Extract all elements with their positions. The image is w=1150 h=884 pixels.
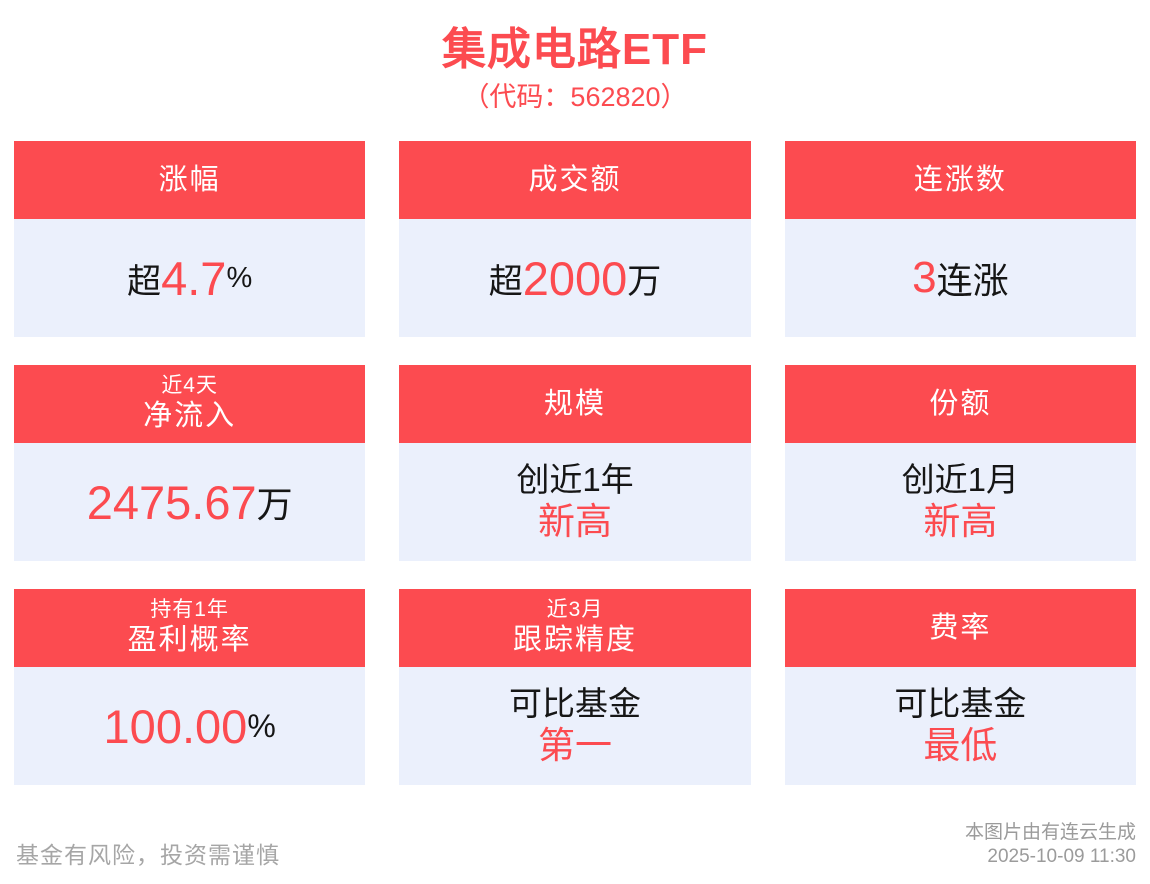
card-tracking-precision: 近3月 跟踪精度 可比基金 第一: [399, 589, 751, 786]
card-consecutive-gains: 连涨数 3 连涨: [784, 141, 1136, 338]
card-turnover-value: 超 2000 万: [399, 219, 751, 338]
value-line2: 新高: [923, 500, 998, 542]
value-suffix: 万: [256, 484, 293, 526]
card-net-inflow-value: 2475.67 万: [14, 443, 366, 562]
card-fee-rate-header: 费率: [784, 589, 1136, 668]
card-tracking-precision-value: 可比基金 第一: [399, 667, 751, 786]
card-header-period: 持有1年: [150, 597, 229, 621]
card-header-label: 成交额: [528, 164, 622, 197]
card-fee-rate: 费率 可比基金 最低: [784, 589, 1136, 786]
card-header-period: 近3月: [546, 597, 604, 621]
value-suffix: %: [226, 261, 253, 294]
value-line1: 创近1年: [516, 460, 634, 498]
card-scale-header: 规模: [399, 365, 751, 444]
card-turnover-header: 成交额: [399, 141, 751, 220]
value-suffix: %: [247, 707, 276, 744]
value-main: 4.7: [161, 251, 227, 305]
value-line2: 第一: [537, 724, 612, 766]
card-scale-value: 创近1年 新高: [399, 443, 751, 562]
fund-code-subtitle: （代码：562820）: [462, 81, 688, 112]
generator-credit: 本图片由有连云生成 2025-10-09 11:30: [965, 821, 1136, 870]
card-header-label: 份额: [929, 388, 992, 421]
card-shares-value: 创近1月 新高: [784, 443, 1136, 562]
page-title: 集成电路ETF: [441, 25, 709, 74]
risk-disclaimer: 基金有风险，投资需谨慎: [16, 842, 280, 868]
value-prefix: 超: [488, 262, 523, 301]
value-main: 3: [912, 253, 937, 303]
card-shares: 份额 创近1月 新高: [784, 365, 1136, 562]
card-profit-probability-header: 持有1年 盈利概率: [14, 589, 366, 668]
stats-grid: 涨幅 超 4.7 % 成交额 超 2000 万 连涨数 3 连涨 近4天 净: [14, 141, 1136, 786]
value-line1: 可比基金: [508, 684, 641, 722]
card-net-inflow: 近4天 净流入 2475.67 万: [14, 365, 366, 562]
card-fee-rate-value: 可比基金 最低: [784, 667, 1136, 786]
value-line2: 最低: [923, 724, 998, 766]
card-header-label: 盈利概率: [127, 624, 252, 657]
generator-source: 本图片由有连云生成: [964, 821, 1136, 843]
value-suffix: 连涨: [936, 260, 1009, 302]
value-line1: 可比基金: [894, 684, 1027, 722]
card-change-pct-header: 涨幅: [14, 141, 366, 220]
card-net-inflow-header: 近4天 净流入: [14, 365, 366, 444]
card-profit-probability: 持有1年 盈利概率 100.00 %: [14, 589, 366, 786]
card-header-label: 涨幅: [158, 164, 221, 197]
value-line1: 创近1月: [901, 460, 1019, 498]
generated-timestamp: 2025-10-09 11:30: [987, 846, 1136, 868]
card-turnover: 成交额 超 2000 万: [399, 141, 751, 338]
card-header-label: 跟踪精度: [512, 624, 637, 657]
value-main: 2475.67: [86, 475, 257, 529]
card-consecutive-gains-header: 连涨数: [784, 141, 1136, 220]
card-shares-header: 份额: [784, 365, 1136, 444]
card-change-pct-value: 超 4.7 %: [14, 219, 366, 338]
card-header-label: 费率: [929, 612, 992, 645]
card-scale: 规模 创近1年 新高: [399, 365, 751, 562]
value-prefix: 超: [127, 262, 162, 301]
card-change-pct: 涨幅 超 4.7 %: [14, 141, 366, 338]
value-main: 100.00: [103, 699, 248, 753]
value-line2: 新高: [537, 500, 612, 542]
card-tracking-precision-header: 近3月 跟踪精度: [399, 589, 751, 668]
card-consecutive-gains-value: 3 连涨: [784, 219, 1136, 338]
value-main: 2000: [522, 251, 628, 305]
value-suffix: 万: [627, 262, 662, 301]
card-header-label: 连涨数: [913, 164, 1007, 197]
card-header-period: 近4天: [161, 373, 218, 397]
card-profit-probability-value: 100.00 %: [14, 667, 366, 786]
footer: 基金有风险，投资需谨慎 本图片由有连云生成 2025-10-09 11:30: [16, 821, 1136, 870]
card-header-label: 规模: [543, 388, 606, 421]
card-header-label: 净流入: [143, 400, 237, 433]
